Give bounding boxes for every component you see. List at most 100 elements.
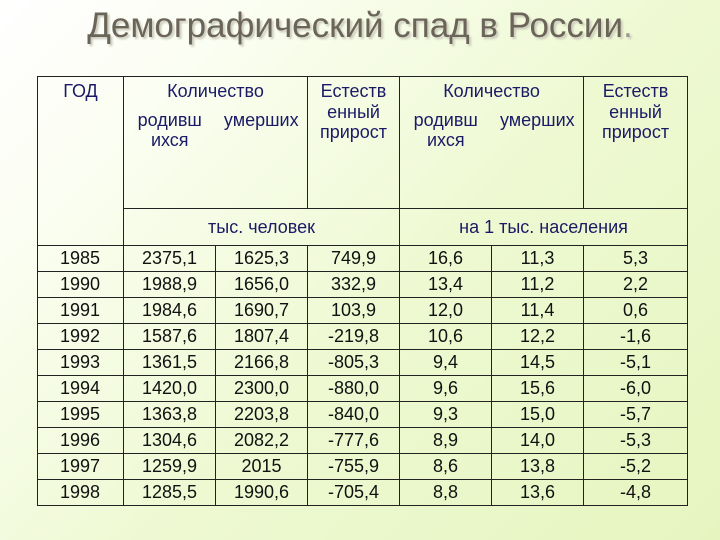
table-row: 1993 1361,5 2166,8 -805,3 9,4 14,5 -5,1: [37, 348, 689, 376]
cell-died: 2166,8: [214, 348, 309, 376]
header-unit-rate: на 1 тыс. населения: [399, 207, 689, 246]
cell-died-rate: 14,5: [491, 348, 585, 376]
cell-growth: 332,9: [307, 270, 401, 298]
cell-born-rate: 8,6: [399, 452, 493, 480]
cell-born-rate: 12,0: [399, 296, 493, 324]
cell-born: 1285,5: [123, 478, 216, 507]
header-natural-abs-line3: прирост: [319, 122, 388, 143]
header-quantity-rate: Количество родивш ихся умерших: [399, 76, 585, 209]
header-quantity-abs: Количество родивш ихся умерших: [122, 76, 309, 209]
page-title: Демографический спад в России.: [0, 6, 720, 46]
cell-growth-rate: -5,7: [583, 400, 689, 428]
cell-died-rate: 12,2: [491, 322, 585, 350]
header-quantity-rate-label: Количество: [443, 81, 540, 101]
cell-born-rate: 9,6: [399, 374, 493, 402]
header-died-abs: умерших: [223, 109, 299, 130]
cell-born-rate: 13,4: [399, 270, 493, 298]
cell-year: 1994: [37, 374, 124, 402]
cell-growth: -777,6: [307, 426, 401, 454]
cell-growth-rate: -5,3: [583, 426, 689, 454]
cell-died: 2300,0: [214, 374, 309, 402]
title-text: Демографический спад в России: [87, 6, 624, 45]
cell-growth: -880,0: [307, 374, 401, 402]
cell-growth-rate: 0,6: [583, 296, 689, 324]
cell-growth: -805,3: [307, 348, 401, 376]
header-born-abs-line1: родивш: [137, 109, 202, 130]
cell-growth: -755,9: [307, 452, 401, 480]
header-natural-abs-line2: енный: [327, 101, 380, 122]
cell-year: 1993: [37, 348, 124, 376]
header-natural-rate: Естеств енный прирост: [583, 76, 689, 209]
cell-born: 1420,0: [123, 374, 216, 402]
cell-born: 1361,5: [123, 348, 216, 376]
header-natural-abs-line1: Естеств: [320, 81, 387, 101]
header-born-rate-line1: родивш: [413, 109, 478, 130]
cell-growth: -219,8: [307, 322, 401, 350]
cell-died-rate: 13,8: [491, 452, 585, 480]
cell-born: 1259,9: [123, 452, 216, 480]
table-row: 1995 1363,8 2203,8 -840,0 9,3 15,0 -5,7: [37, 400, 689, 428]
header-died-rate: умерших: [499, 109, 575, 130]
cell-died: 1656,0: [214, 270, 309, 298]
table-body: 1985 2375,1 1625,3 749,9 16,6 11,3 5,3 1990 1988…: [37, 244, 689, 507]
cell-born: 1304,6: [123, 426, 216, 454]
cell-growth-rate: -4,8: [583, 478, 689, 507]
header-natural-rate-line2: енный: [609, 101, 662, 122]
table-row: 1990 1988,9 1656,0 332,9 13,4 11,2 2,2: [37, 270, 689, 298]
cell-growth-rate: -5,1: [583, 348, 689, 376]
table-row: 1991 1984,6 1690,7 103,9 12,0 11,4 0,6: [37, 296, 689, 324]
cell-died: 1990,6: [214, 478, 309, 507]
cell-born: 2375,1: [123, 244, 216, 272]
cell-year: 1998: [37, 478, 124, 507]
cell-born-rate: 10,6: [399, 322, 493, 350]
cell-died: 1625,3: [214, 244, 309, 272]
header-natural-rate-line1: Естеств: [602, 81, 669, 101]
cell-year: 1996: [37, 426, 124, 454]
header-born-abs: родивш ихся: [124, 110, 216, 151]
cell-died: 1807,4: [214, 322, 309, 350]
header-unit-abs: тыс. человек: [122, 207, 401, 246]
cell-died: 2203,8: [214, 400, 309, 428]
cell-born: 1363,8: [123, 400, 216, 428]
title-dot: .: [623, 6, 633, 45]
table-row: 1996 1304,6 2082,2 -777,6 8,9 14,0 -5,3: [37, 426, 689, 454]
cell-died-rate: 13,6: [491, 478, 585, 507]
demographics-table: ГОД Количество родивш ихся умерших Естес…: [37, 76, 689, 507]
cell-died-rate: 11,3: [491, 244, 585, 272]
cell-year: 1995: [37, 400, 124, 428]
header-born-abs-line2: ихся: [150, 130, 189, 151]
cell-year: 1997: [37, 452, 124, 480]
cell-year: 1985: [37, 244, 124, 272]
cell-died-rate: 11,2: [491, 270, 585, 298]
table-row: 1998 1285,5 1990,6 -705,4 8,8 13,6 -4,8: [37, 478, 689, 507]
table-row: 1992 1587,6 1807,4 -219,8 10,6 12,2 -1,6: [37, 322, 689, 350]
cell-growth-rate: -6,0: [583, 374, 689, 402]
cell-growth: -705,4: [307, 478, 401, 507]
cell-died-rate: 11,4: [491, 296, 585, 324]
cell-born-rate: 9,3: [399, 400, 493, 428]
cell-died: 1690,7: [214, 296, 309, 324]
cell-died-rate: 15,0: [491, 400, 585, 428]
table-header: ГОД Количество родивш ихся умерших Естес…: [37, 76, 689, 246]
cell-born-rate: 16,6: [399, 244, 493, 272]
cell-growth-rate: -5,2: [583, 452, 689, 480]
cell-growth: 103,9: [307, 296, 401, 324]
cell-year: 1992: [37, 322, 124, 350]
table-row: 1994 1420,0 2300,0 -880,0 9,6 15,6 -6,0: [37, 374, 689, 402]
cell-died: 2015: [214, 452, 309, 480]
cell-born: 1587,6: [123, 322, 216, 350]
cell-born: 1984,6: [123, 296, 216, 324]
table-row: 1985 2375,1 1625,3 749,9 16,6 11,3 5,3: [37, 244, 689, 272]
cell-born-rate: 8,9: [399, 426, 493, 454]
header-natural-rate-line3: прирост: [601, 122, 670, 143]
cell-year: 1990: [37, 270, 124, 298]
header-year: ГОД: [37, 76, 124, 246]
cell-died-rate: 14,0: [491, 426, 585, 454]
cell-died-rate: 15,6: [491, 374, 585, 402]
table-row: 1997 1259,9 2015 -755,9 8,6 13,8 -5,2: [37, 452, 689, 480]
header-natural-abs: Естеств енный прирост: [307, 76, 401, 209]
cell-growth-rate: 5,3: [583, 244, 689, 272]
cell-growth: 749,9: [307, 244, 401, 272]
cell-born-rate: 9,4: [399, 348, 493, 376]
cell-growth-rate: 2,2: [583, 270, 689, 298]
